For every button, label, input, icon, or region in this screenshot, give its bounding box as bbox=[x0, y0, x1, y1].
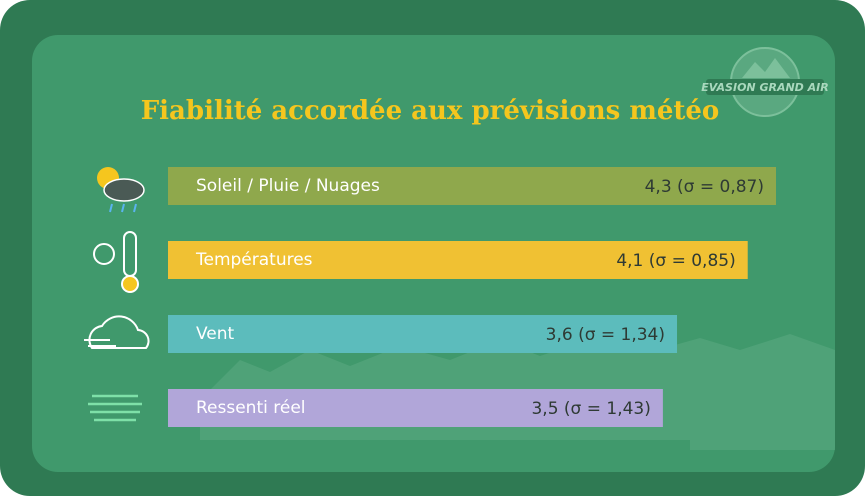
rain bbox=[121, 203, 125, 213]
sun-outline bbox=[93, 243, 115, 265]
rain bbox=[133, 203, 137, 213]
logo-band bbox=[706, 79, 824, 95]
value-label: 3,6 (σ = 1,34) bbox=[546, 325, 665, 345]
cloud-outline bbox=[88, 315, 150, 349]
icon-temperature bbox=[93, 231, 139, 293]
category-label: Soleil / Pluie / Nuages bbox=[196, 176, 380, 196]
icon-weather bbox=[97, 167, 145, 213]
rain bbox=[109, 203, 113, 213]
value-label: 4,1 (σ = 0,85) bbox=[616, 251, 735, 271]
bar bbox=[168, 315, 678, 353]
logo-text: EVASION GRAND AIR bbox=[701, 81, 828, 94]
chart-title: Fiabilité accordée aux prévisions météo bbox=[141, 96, 720, 126]
bar bbox=[168, 389, 663, 427]
value-label: 3,5 (σ = 1,43) bbox=[531, 399, 650, 419]
logo-mountain bbox=[742, 58, 790, 78]
category-label: Températures bbox=[195, 250, 313, 270]
cloud bbox=[103, 178, 145, 202]
category-label: Ressenti réel bbox=[196, 398, 306, 418]
bar bbox=[168, 167, 776, 205]
icon-wind bbox=[84, 315, 150, 349]
value-label: 4,3 (σ = 0,87) bbox=[645, 177, 764, 197]
logo: EVASION GRAND AIR bbox=[701, 47, 829, 117]
icon-feel bbox=[88, 394, 142, 422]
bulb bbox=[121, 275, 139, 293]
category-label: Vent bbox=[196, 324, 235, 344]
bar bbox=[168, 241, 748, 279]
